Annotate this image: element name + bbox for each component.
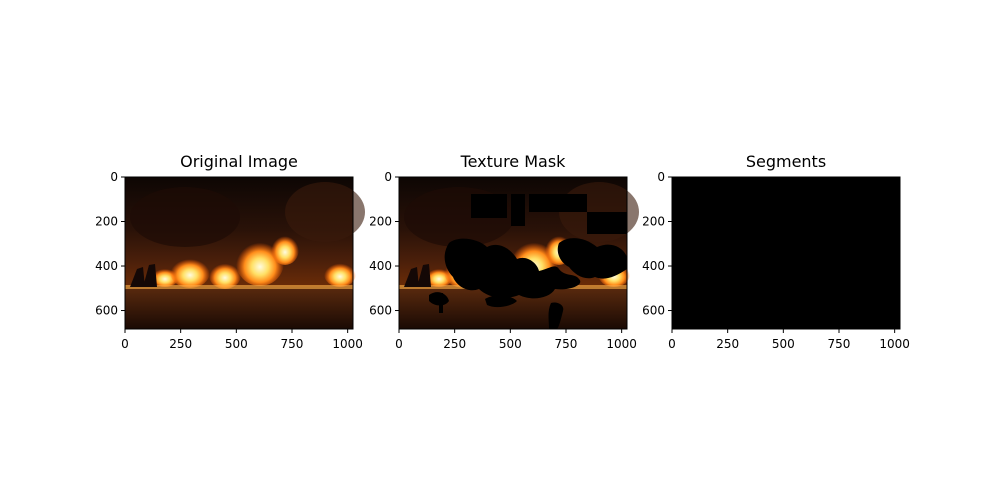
panel-2: Texture Mask 0 250 500 750 1000 0 200 400 600 <box>369 152 639 351</box>
panel-3: Segments 0 250 500 750 1000 0 200 400 600 <box>642 152 910 351</box>
y-tick-label: 600 <box>369 304 392 318</box>
x-tick-label: 0 <box>668 337 676 351</box>
panel-1: Original Image 0 250 500 750 1000 0 200 400 600 <box>95 152 365 351</box>
panel-image <box>399 177 639 329</box>
panel-image <box>125 177 365 329</box>
y-tick-label: 400 <box>95 259 118 273</box>
panel-title: Texture Mask <box>460 152 567 171</box>
x-tick-label: 500 <box>225 337 248 351</box>
x-tick-label: 500 <box>499 337 522 351</box>
x-tick-label: 250 <box>716 337 739 351</box>
x-tick-label: 0 <box>121 337 129 351</box>
x-tick-label: 250 <box>443 337 466 351</box>
panel-title: Original Image <box>180 152 298 171</box>
x-tick-label: 0 <box>395 337 403 351</box>
y-tick-label: 0 <box>110 170 118 184</box>
x-tick-label: 750 <box>555 337 578 351</box>
x-tick-label: 1000 <box>606 337 637 351</box>
x-tick-label: 750 <box>828 337 851 351</box>
axes-frame <box>398 176 628 330</box>
y-tick-label: 600 <box>95 304 118 318</box>
x-tick-label: 750 <box>281 337 304 351</box>
y-tick-label: 0 <box>384 170 392 184</box>
x-tick-label: 1000 <box>332 337 363 351</box>
y-tick-label: 400 <box>369 259 392 273</box>
y-tick-label: 600 <box>642 304 665 318</box>
x-tick-label: 250 <box>169 337 192 351</box>
axes-frame <box>124 176 354 330</box>
panel-image <box>672 177 900 329</box>
y-tick-label: 0 <box>657 170 665 184</box>
x-tick-label: 1000 <box>879 337 910 351</box>
y-tick-label: 200 <box>95 215 118 229</box>
panel-title: Segments <box>746 152 826 171</box>
axes-frame <box>671 176 901 330</box>
y-tick-label: 200 <box>642 215 665 229</box>
x-tick-label: 500 <box>772 337 795 351</box>
y-tick-label: 400 <box>642 259 665 273</box>
y-tick-label: 200 <box>369 215 392 229</box>
